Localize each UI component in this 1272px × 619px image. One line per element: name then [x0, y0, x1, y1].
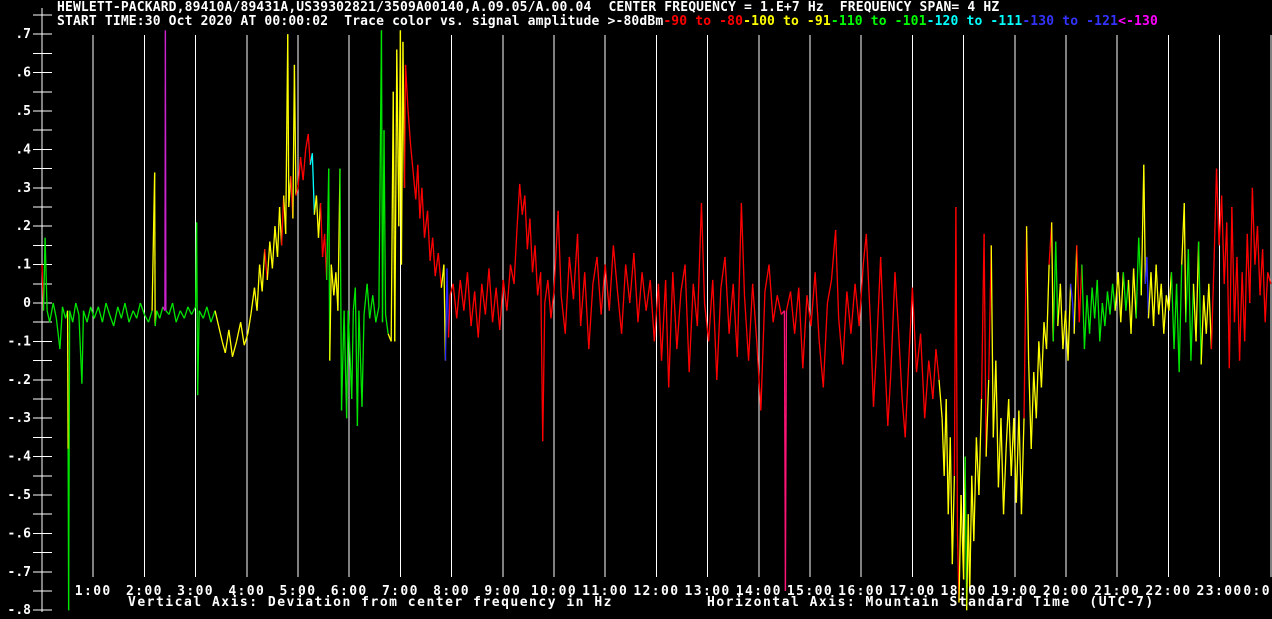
legend-entry: -110 to -101: [830, 14, 927, 29]
horizontal-axis-caption: Horizontal Axis: Mountain Standard Time …: [707, 595, 1155, 610]
legend-entry: <-130: [1118, 14, 1158, 29]
svg-text:21:00: 21:00: [1094, 584, 1140, 599]
svg-text:0:0: 0:0: [1243, 584, 1271, 599]
deviation-trace: [41, 30, 1272, 611]
legend-entry: -90 to -80: [663, 14, 744, 29]
svg-text:8:00: 8:00: [433, 584, 470, 599]
svg-text:7:00: 7:00: [382, 584, 419, 599]
svg-text:23:00: 23:00: [1197, 584, 1243, 599]
svg-text:-.2: -.2: [8, 373, 31, 388]
svg-text:16:00: 16:00: [838, 584, 884, 599]
svg-text:13:00: 13:00: [685, 584, 731, 599]
svg-text:3:00: 3:00: [177, 584, 214, 599]
instrument-id-text: HEWLETT-PACKARD,89410A/89431A,US39302821…: [57, 0, 592, 15]
svg-text:5:00: 5:00: [280, 584, 317, 599]
svg-text:17:00: 17:00: [889, 584, 935, 599]
hour-gridlines: [92, 35, 1272, 577]
svg-text:12:00: 12:00: [633, 584, 679, 599]
svg-text:1:00: 1:00: [75, 584, 112, 599]
start-time-text: START TIME:30 Oct 2020 AT 00:00:02: [57, 14, 329, 29]
legend-entry: -120 to -111: [926, 14, 1023, 29]
x-tick-labels: 1:00 2:00 3:00 4:00 5:00 6:00 7:00 8:00 9:00 10:0…: [75, 584, 1271, 599]
svg-text:-.5: -.5: [8, 488, 31, 503]
svg-text:.5: .5: [15, 104, 31, 119]
svg-text:22:00: 22:00: [1145, 584, 1191, 599]
y-axis: [33, 8, 52, 612]
svg-text:4:00: 4:00: [228, 584, 265, 599]
svg-text:20:00: 20:00: [1043, 584, 1089, 599]
legend-title-text: Trace color vs. signal amplitude: [344, 14, 600, 29]
svg-text:10:00: 10:00: [531, 584, 577, 599]
start-time-header: START TIME:30 Oct 2020 AT 00:00:02 Trace …: [57, 15, 1158, 29]
svg-text:2:00: 2:00: [126, 584, 163, 599]
vertical-axis-caption: Vertical Axis: Deviation from center fre…: [128, 595, 613, 610]
y-tick-labels: .7 .6 .5 .4 .3 .2 .1 0 -.1 -.2 -.3 -.4 -.5 -.6 -.7 -.8: [8, 27, 32, 618]
legend-entry: -100 to -91: [743, 14, 831, 29]
amplitude-legend: >-80dBm-90 to -80-100 to -91-110 to -101…: [607, 14, 1157, 29]
legend-entry: -130 to -121: [1022, 14, 1119, 29]
svg-text:-.1: -.1: [8, 334, 32, 349]
svg-text:19:00: 19:00: [992, 584, 1038, 599]
svg-text:6:00: 6:00: [331, 584, 368, 599]
svg-text:18:00: 18:00: [941, 584, 987, 599]
svg-text:11:00: 11:00: [582, 584, 628, 599]
svg-text:.2: .2: [15, 219, 31, 234]
svg-text:15:00: 15:00: [787, 584, 833, 599]
svg-text:0: 0: [23, 296, 31, 311]
svg-text:.3: .3: [15, 181, 31, 196]
svg-text:.6: .6: [15, 66, 31, 81]
svg-text:.1: .1: [15, 258, 31, 273]
svg-text:14:00: 14:00: [736, 584, 782, 599]
instrument-id-header: HEWLETT-PACKARD,89410A/89431A,US39302821…: [57, 1, 999, 15]
svg-text:.4: .4: [15, 142, 31, 157]
svg-text:-.6: -.6: [8, 526, 32, 541]
svg-text:-.7: -.7: [8, 565, 31, 580]
svg-text:-.8: -.8: [8, 603, 32, 618]
svg-text:-.3: -.3: [8, 411, 31, 426]
svg-text:-.4: -.4: [8, 450, 32, 465]
svg-text:.7: .7: [15, 27, 31, 42]
svg-text:9:00: 9:00: [484, 584, 521, 599]
center-frequency-text: CENTER FREQUENCY = 1.E+7 Hz FREQUENCY SP…: [608, 0, 1000, 15]
legend-entry: >-80dBm: [607, 14, 664, 29]
